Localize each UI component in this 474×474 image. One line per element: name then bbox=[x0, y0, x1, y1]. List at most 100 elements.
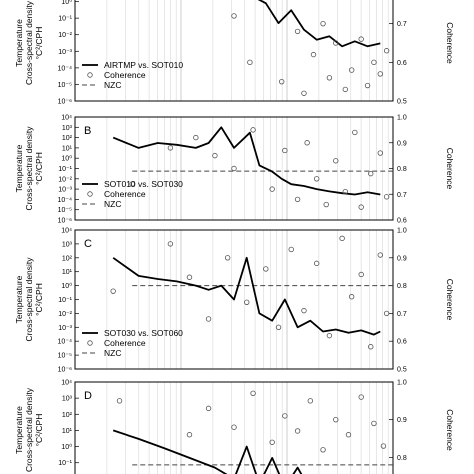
legend-entry: NZC bbox=[104, 199, 121, 209]
coherence-point bbox=[333, 158, 339, 164]
coherence-point bbox=[339, 235, 345, 242]
y2-tick-label: 0.8 bbox=[397, 283, 407, 290]
y2-tick-label: 1.0 bbox=[397, 115, 407, 122]
coherence-point bbox=[377, 150, 383, 156]
y-tick-label: 10⁻² bbox=[58, 311, 72, 318]
y2-tick-label: 1.0 bbox=[397, 380, 407, 387]
y-tick-label: 10² bbox=[62, 255, 73, 262]
coherence-point bbox=[383, 48, 390, 54]
coherence-point bbox=[205, 405, 212, 412]
coherence-point bbox=[244, 299, 250, 305]
coherence-point bbox=[167, 145, 174, 151]
y2-tick-label: 0.6 bbox=[397, 60, 407, 67]
y2-axis-label: Coherence bbox=[445, 409, 455, 451]
coherence-point bbox=[186, 274, 193, 280]
y-tick-label: 10⁴ bbox=[61, 115, 72, 122]
y-tick-label: 10³ bbox=[62, 125, 73, 132]
legend-entry: Coherence bbox=[104, 338, 146, 348]
coherence-point bbox=[301, 307, 307, 314]
y-tick-label: 10⁻⁵ bbox=[58, 207, 72, 214]
y2-tick-label: 0.8 bbox=[397, 166, 407, 173]
coherence-point bbox=[326, 332, 333, 339]
coherence-point bbox=[358, 394, 364, 400]
coherence-point bbox=[186, 432, 193, 438]
y2-tick-label: 0.5 bbox=[397, 367, 407, 374]
coherence-point bbox=[231, 13, 237, 19]
y-tick-label: 10⁻⁶ bbox=[58, 99, 72, 106]
legend-marker-swatch bbox=[87, 191, 93, 197]
legend-marker-swatch bbox=[87, 340, 93, 346]
spectrum-line bbox=[112, 126, 381, 196]
coherence-point bbox=[269, 186, 275, 192]
panel-frame bbox=[74, 116, 394, 221]
y-tick-label: 10⁰ bbox=[61, 282, 72, 290]
panel-frame bbox=[74, 381, 394, 474]
y-tick-label: 10⁻⁶ bbox=[58, 218, 72, 225]
coherence-point bbox=[275, 324, 282, 330]
coherence-point bbox=[247, 59, 253, 66]
coherence-point bbox=[294, 196, 301, 203]
coherence-point bbox=[110, 288, 116, 294]
coherence-point bbox=[320, 447, 326, 453]
y-axis-label: Cross-spectral density bbox=[24, 387, 34, 472]
coherence-point bbox=[288, 246, 294, 253]
panel-letter: C bbox=[84, 238, 92, 250]
coherence-point bbox=[282, 413, 288, 419]
y-tick-label: 10² bbox=[62, 135, 73, 142]
coherence-point bbox=[269, 439, 275, 445]
y-axis-label: Cross-spectral density bbox=[24, 126, 34, 211]
legend-entry: SOT030 vs. SOT060 bbox=[104, 328, 183, 338]
coherence-point bbox=[294, 28, 301, 35]
coherence-point bbox=[307, 398, 314, 404]
legend-entry: SOT010 vs. SOT030 bbox=[104, 179, 183, 189]
y2-tick-label: 0.6 bbox=[397, 339, 407, 346]
spectrum-line bbox=[257, 0, 381, 48]
y-tick-label: 10¹ bbox=[62, 269, 73, 276]
y-tick-label: 10⁻⁴ bbox=[58, 197, 73, 204]
coherence-point bbox=[129, 181, 135, 187]
y2-tick-label: 1.0 bbox=[397, 228, 407, 235]
y-axis-label: Temperature bbox=[14, 144, 24, 192]
y2-tick-label: 0.9 bbox=[397, 417, 407, 424]
coherence-point bbox=[250, 127, 256, 133]
coherence-point bbox=[310, 51, 317, 58]
y-axis-label: Temperature bbox=[14, 275, 24, 323]
coherence-point bbox=[377, 252, 383, 258]
coherence-point bbox=[364, 82, 371, 89]
coherence-point bbox=[348, 294, 355, 300]
y-tick-label: 10² bbox=[62, 412, 73, 419]
coherence-point bbox=[231, 424, 237, 430]
coherence-point bbox=[323, 201, 329, 208]
panel-letter: B bbox=[84, 125, 91, 137]
legend-marker-swatch bbox=[87, 72, 93, 78]
y2-tick-label: 0.9 bbox=[397, 140, 407, 147]
coherence-point bbox=[371, 420, 377, 427]
y-tick-label: 10⁻⁵ bbox=[58, 82, 72, 89]
y2-tick-label: 0.8 bbox=[397, 455, 407, 462]
coherence-point bbox=[333, 416, 339, 423]
y-tick-label: 10⁻⁶ bbox=[58, 367, 72, 374]
y-tick-label: 10⁰ bbox=[61, 155, 72, 163]
coherence-point bbox=[342, 188, 348, 195]
panel-1: 10⁻⁶ 10⁻⁵ 10⁻⁴ 10⁻³ 10⁻² 10⁻¹ 10⁰ 0.5 0.6 0.7 Temp… bbox=[14, 0, 455, 106]
y-tick-label: 10⁻⁵ bbox=[58, 353, 72, 360]
y2-tick-label: 0.5 bbox=[397, 99, 407, 106]
y-tick-label: 10⁻³ bbox=[58, 187, 72, 194]
legend-entry: NZC bbox=[104, 80, 121, 90]
y-tick-label: 10⁻² bbox=[58, 32, 72, 39]
coherence-point bbox=[282, 147, 288, 154]
coherence-point bbox=[342, 86, 348, 93]
panel-frame bbox=[74, 0, 394, 102]
panel-2: 10⁻⁶ 10⁻⁵ 10⁻⁴ 10⁻³ 10⁻² 10⁻¹ 10⁰ 10¹ 10² 10³ 10⁴ 0… bbox=[14, 115, 455, 225]
y-axis-label: °C²/CPH bbox=[34, 152, 44, 185]
y-tick-label: 10⁻¹ bbox=[58, 297, 72, 304]
y-tick-label: 10⁻³ bbox=[58, 325, 72, 332]
y-tick-label: 10⁴ bbox=[61, 228, 72, 235]
y-tick-label: 10⁰ bbox=[61, 443, 72, 451]
coherence-point bbox=[279, 78, 285, 85]
y-tick-label: 10¹ bbox=[62, 145, 73, 152]
y-tick-label: 10⁻¹ bbox=[58, 166, 72, 173]
spectrum-line bbox=[112, 256, 381, 336]
y-tick-label: 10⁻¹ bbox=[58, 16, 72, 23]
